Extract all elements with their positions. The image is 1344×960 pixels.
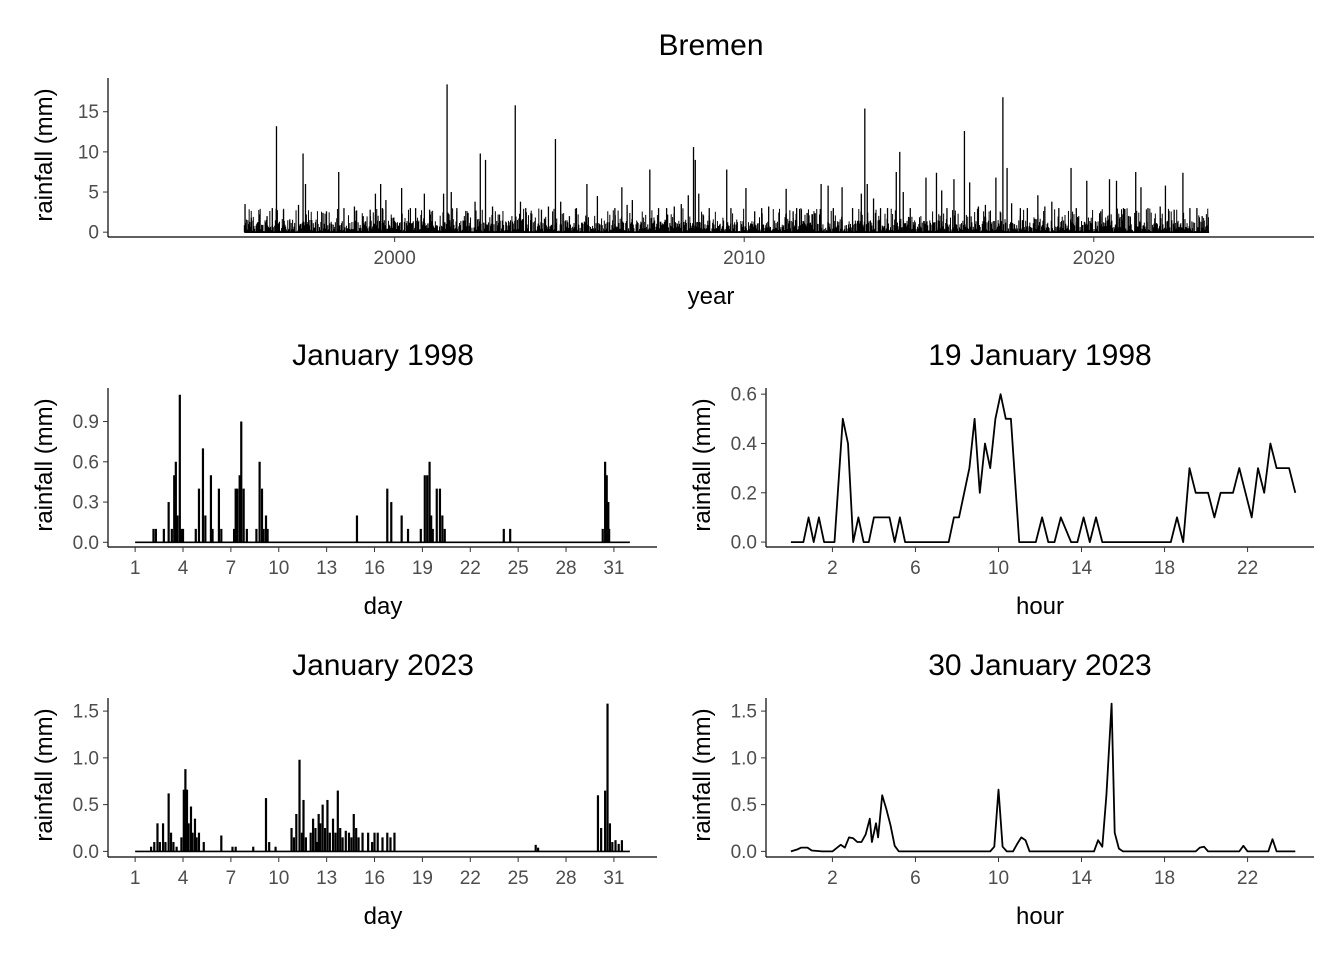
panel-day-2023-xlabel: hour bbox=[1016, 903, 1064, 930]
panel-day-1998-ylabel: rainfall (mm) bbox=[689, 398, 716, 531]
panel-overview-plot: 0 5 10 15 2000 2010 2020 bbox=[78, 78, 1314, 269]
x-tick-label: 28 bbox=[555, 558, 576, 579]
panel-month-2023-ylabel: rainfall (mm) bbox=[31, 708, 58, 841]
y-tick-label: 0.3 bbox=[73, 493, 99, 514]
panel-month-2023: January 2023 day rainfall (mm) 0.0 0.5 1.0… bbox=[31, 649, 657, 930]
x-tick-label: 4 bbox=[178, 558, 189, 579]
panel-overview-ylabel: rainfall (mm) bbox=[31, 88, 58, 221]
x-tick-label: 22 bbox=[460, 558, 481, 579]
x-tick-label: 10 bbox=[988, 558, 1009, 579]
panel-month-2023-xlabel: day bbox=[364, 903, 403, 930]
y-tick-label: 1.0 bbox=[731, 748, 757, 769]
x-tick-label: 2000 bbox=[374, 248, 416, 269]
rain-line bbox=[790, 702, 1296, 853]
x-tick-label: 13 bbox=[316, 558, 337, 579]
x-tick-label: 2 bbox=[827, 868, 838, 889]
x-tick-label: 22 bbox=[460, 868, 481, 889]
rain-line bbox=[790, 393, 1297, 543]
x-tick-label: 10 bbox=[268, 558, 289, 579]
y-tick-label: 0.9 bbox=[73, 412, 99, 433]
panel-overview-title: Bremen bbox=[658, 29, 763, 62]
y-tick-label: 0 bbox=[88, 223, 99, 244]
y-tick-label: 0.0 bbox=[73, 533, 99, 554]
y-tick-label: 10 bbox=[78, 142, 99, 163]
panel-day-2023-ylabel: rainfall (mm) bbox=[689, 708, 716, 841]
panel-day-1998-xlabel: hour bbox=[1016, 593, 1064, 620]
panel-month-2023-title: January 2023 bbox=[292, 649, 474, 682]
x-tick-label: 2 bbox=[827, 558, 838, 579]
x-tick-label: 6 bbox=[910, 868, 921, 889]
y-tick-label: 1.5 bbox=[73, 702, 99, 723]
panel-month-2023-plot: 0.0 0.5 1.0 1.5 1 4 7 10 13 16 19 22 25 28 31 bbox=[73, 698, 657, 889]
x-tick-label: 22 bbox=[1237, 558, 1258, 579]
x-tick-label: 7 bbox=[226, 558, 237, 579]
panel-month-1998-plot: 0.0 0.3 0.6 0.9 1 4 7 10 13 16 19 22 25 28 31 bbox=[73, 388, 657, 579]
panel-month-1998-xlabel: day bbox=[364, 593, 403, 620]
x-tick-label: 10 bbox=[988, 868, 1009, 889]
x-tick-label: 25 bbox=[508, 558, 529, 579]
panel-month-1998: January 1998 day rainfall (mm) 0.0 0.3 0.6… bbox=[31, 339, 657, 620]
y-tick-label: 1.5 bbox=[731, 702, 757, 723]
x-tick-label: 19 bbox=[412, 558, 433, 579]
panel-day-2023-plot: 0.0 0.5 1.0 1.5 2 6 10 14 18 22 bbox=[731, 698, 1314, 889]
y-tick-label: 0.0 bbox=[73, 842, 99, 863]
x-tick-label: 4 bbox=[178, 868, 189, 889]
x-tick-label: 31 bbox=[603, 558, 624, 579]
x-tick-label: 31 bbox=[603, 868, 624, 889]
panel-day-2023: 30 January 2023 hour rainfall (mm) 0.00.… bbox=[689, 649, 1314, 930]
x-tick-label: 14 bbox=[1071, 558, 1093, 579]
x-tick-label: 6 bbox=[910, 558, 921, 579]
x-tick-label: 2010 bbox=[723, 248, 765, 269]
x-tick-label: 18 bbox=[1154, 868, 1175, 889]
y-tick-label: 0.5 bbox=[731, 795, 757, 816]
x-tick-label: 7 bbox=[226, 868, 237, 889]
y-tick-label: 0.2 bbox=[731, 483, 757, 504]
x-tick-label: 10 bbox=[268, 868, 289, 889]
x-tick-label: 16 bbox=[364, 868, 385, 889]
panel-day-1998-plot: 0.0 0.2 0.4 0.6 2 6 10 14 18 22 bbox=[731, 385, 1314, 579]
panel-overview: Bremen year rainfall (mm) 0 5 10 15 2000 2010… bbox=[31, 29, 1314, 310]
y-tick-label: 0.6 bbox=[73, 452, 99, 473]
panel-overview-xlabel: year bbox=[688, 283, 735, 310]
y-tick-label: 15 bbox=[78, 102, 99, 123]
x-tick-label: 13 bbox=[316, 868, 337, 889]
panel-day-2023-title: 30 January 2023 bbox=[928, 649, 1152, 682]
x-tick-label: 2020 bbox=[1073, 248, 1115, 269]
panel-day-1998: 19 January 1998 hour rainfall (mm) 0.00.… bbox=[689, 339, 1314, 620]
x-tick-label: 19 bbox=[412, 868, 433, 889]
x-tick-label: 1 bbox=[130, 868, 141, 889]
x-tick-label: 28 bbox=[555, 868, 576, 889]
y-tick-label: 1.0 bbox=[73, 748, 99, 769]
y-tick-label: 0.0 bbox=[731, 533, 757, 554]
x-tick-label: 14 bbox=[1071, 868, 1093, 889]
y-tick-label: 0.6 bbox=[731, 385, 757, 406]
y-tick-label: 0.5 bbox=[73, 795, 99, 816]
panel-month-1998-title: January 1998 bbox=[292, 339, 474, 372]
x-tick-label: 22 bbox=[1237, 868, 1258, 889]
y-tick-label: 0.4 bbox=[731, 434, 758, 455]
x-tick-label: 18 bbox=[1154, 558, 1175, 579]
y-tick-label: 0.0 bbox=[731, 842, 757, 863]
x-tick-label: 16 bbox=[364, 558, 385, 579]
x-tick-label: 1 bbox=[130, 558, 141, 579]
y-tick-label: 5 bbox=[88, 183, 99, 204]
x-tick-label: 25 bbox=[508, 868, 529, 889]
panel-day-1998-title: 19 January 1998 bbox=[928, 339, 1152, 372]
panel-month-1998-ylabel: rainfall (mm) bbox=[31, 398, 58, 531]
